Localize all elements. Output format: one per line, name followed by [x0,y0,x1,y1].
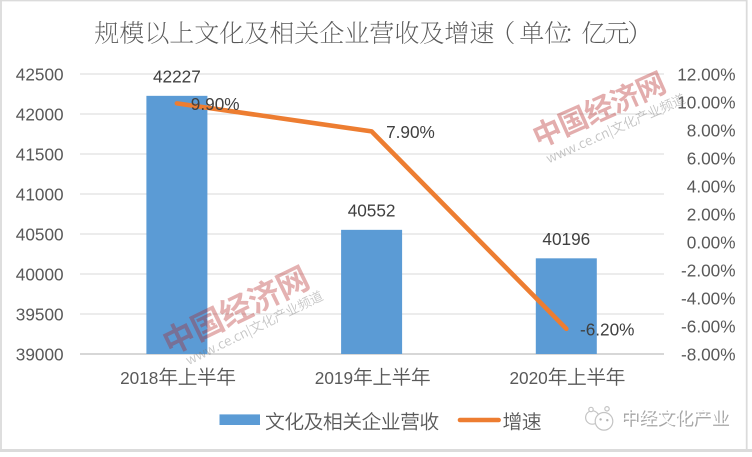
svg-text:-4.00%: -4.00% [681,288,735,308]
svg-text:40552: 40552 [348,201,396,221]
svg-text:-2.00%: -2.00% [681,260,735,280]
svg-text:-8.00%: -8.00% [681,344,735,364]
svg-text:6.00%: 6.00% [687,148,736,168]
svg-text:2019: 2019 [315,368,353,388]
svg-text:8.00%: 8.00% [687,120,736,140]
svg-text:-6.20%: -6.20% [580,319,634,339]
svg-text:2018: 2018 [120,368,158,388]
svg-text:41000: 41000 [16,184,64,204]
svg-text:40500: 40500 [16,224,64,244]
svg-text:39000: 39000 [16,344,64,364]
svg-text:2020: 2020 [510,368,548,388]
svg-text:41500: 41500 [16,144,64,164]
svg-text:42500: 42500 [16,64,64,84]
svg-text:42000: 42000 [16,104,64,124]
svg-text:10.00%: 10.00% [677,92,735,112]
svg-text:12.00%: 12.00% [677,64,735,84]
svg-text:7.90%: 7.90% [386,122,435,142]
svg-text:2.00%: 2.00% [687,204,736,224]
svg-text:40196: 40196 [542,229,590,249]
svg-text:-6.00%: -6.00% [681,316,735,336]
svg-text:0.00%: 0.00% [687,232,736,252]
svg-text:40000: 40000 [16,264,64,284]
svg-text:9.90%: 9.90% [191,94,240,114]
svg-text:4.00%: 4.00% [687,176,736,196]
svg-text:42227: 42227 [153,67,201,87]
svg-text:39500: 39500 [16,304,64,324]
